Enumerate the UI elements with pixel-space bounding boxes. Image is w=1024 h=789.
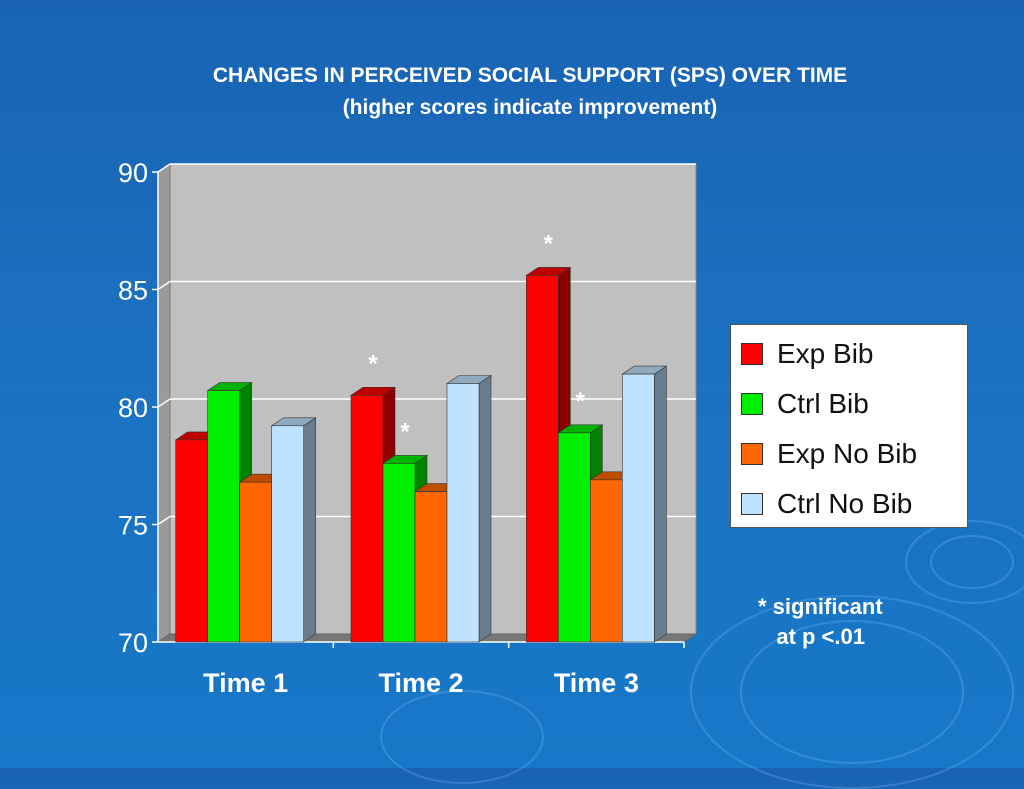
bar-side bbox=[654, 365, 667, 643]
bar bbox=[622, 373, 655, 643]
bar bbox=[271, 425, 304, 643]
chart-legend: Exp Bib Ctrl Bib Exp No Bib Ctrl No Bib bbox=[730, 324, 968, 528]
bar-chart: 70 75 80 85 90 Time 1 * * Time 2 * * Time 3 bbox=[118, 158, 698, 698]
y-tick-label: 90 bbox=[118, 158, 148, 188]
legend-label: Exp Bib bbox=[777, 338, 874, 369]
significance-note: * significant at p <.01 bbox=[758, 592, 883, 652]
gridline-side bbox=[157, 398, 171, 408]
bar bbox=[382, 463, 416, 643]
legend-swatch bbox=[741, 393, 763, 415]
gridline-side bbox=[157, 163, 171, 173]
gridline-side bbox=[157, 280, 171, 291]
y-tick-label: 75 bbox=[118, 511, 148, 541]
x-tick-label: Time 3 bbox=[554, 668, 639, 698]
bar bbox=[414, 491, 448, 643]
legend-item: Exp Bib bbox=[741, 337, 874, 371]
bar bbox=[239, 481, 272, 643]
legend-item: Ctrl No Bib bbox=[741, 487, 912, 521]
bar-side bbox=[303, 417, 316, 643]
y-tick-label: 80 bbox=[118, 393, 148, 423]
bar bbox=[558, 432, 591, 643]
y-tick-label: 70 bbox=[118, 628, 148, 658]
chart-subtitle: (higher scores indicate improvement) bbox=[342, 96, 718, 119]
bar-side bbox=[478, 374, 492, 643]
legend-item: Exp No Bib bbox=[741, 437, 917, 471]
legend-label: Ctrl Bib bbox=[777, 388, 869, 419]
bar bbox=[207, 390, 240, 643]
chart-title: CHANGES IN PERCEIVED SOCIAL SUPPORT (SPS… bbox=[212, 64, 848, 87]
legend-item: Ctrl Bib bbox=[741, 387, 869, 421]
x-tick-label: Time 1 bbox=[203, 668, 288, 698]
significance-note-line2: at p <.01 bbox=[758, 624, 865, 649]
legend-label: Exp No Bib bbox=[777, 438, 918, 469]
legend-swatch bbox=[741, 343, 763, 365]
significance-note-line1: * significant bbox=[758, 594, 883, 619]
significance-star: * bbox=[368, 350, 378, 377]
legend-swatch bbox=[741, 443, 763, 465]
y-tick-label: 85 bbox=[118, 276, 148, 306]
significance-star: * bbox=[400, 418, 410, 445]
bar bbox=[350, 394, 384, 643]
bar bbox=[446, 383, 480, 643]
significance-star: * bbox=[576, 388, 586, 415]
x-tick-label: Time 2 bbox=[378, 668, 463, 698]
bar bbox=[526, 275, 559, 643]
bar bbox=[175, 439, 208, 643]
bar bbox=[590, 479, 623, 643]
significance-star: * bbox=[544, 230, 554, 257]
gridline-side bbox=[157, 515, 171, 526]
legend-swatch bbox=[741, 493, 763, 515]
legend-label: Ctrl No Bib bbox=[777, 488, 913, 519]
slide: CHANGES IN PERCEIVED SOCIAL SUPPORT (SPS… bbox=[118, 64, 1024, 789]
